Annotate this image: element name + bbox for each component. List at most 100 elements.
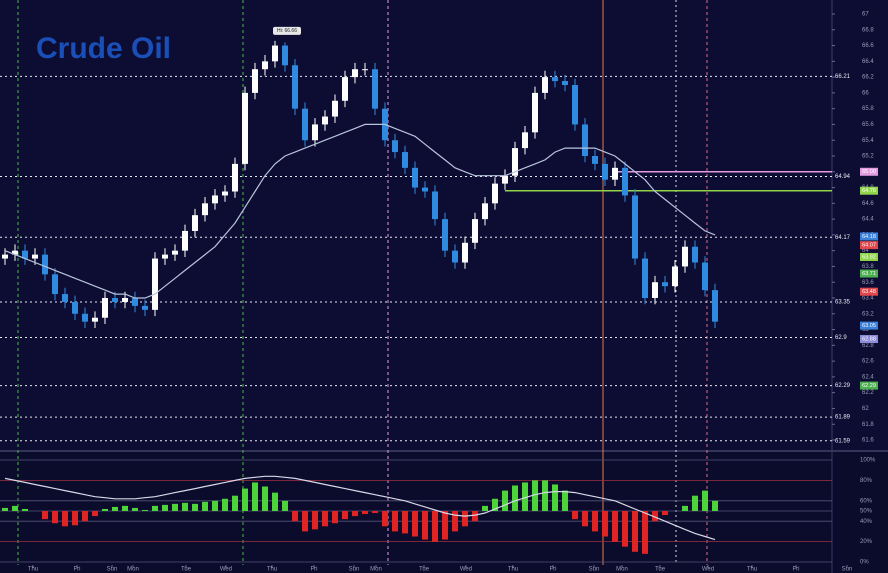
- histogram-bar: [262, 486, 268, 511]
- histogram-bar: [702, 490, 708, 511]
- candle-body: [532, 92, 538, 133]
- histogram-bar: [12, 505, 18, 511]
- x-tick-label: Thu: [28, 567, 38, 573]
- y-tick-label: 65.4: [862, 138, 874, 144]
- price-tag-label: 62.29: [862, 383, 876, 389]
- candle-body: [2, 254, 8, 259]
- histogram-bar: [82, 511, 88, 522]
- annotation: Hi: 66.66: [277, 28, 297, 34]
- y-tick-label: 62.2: [862, 390, 874, 396]
- histogram-bar: [282, 500, 288, 511]
- histogram-bar: [2, 507, 8, 511]
- candle-body: [82, 313, 88, 322]
- price-tag: [860, 252, 878, 261]
- candle-body: [502, 175, 508, 184]
- histogram-bar: [152, 505, 158, 511]
- y-tick-label: 63.4: [862, 296, 874, 302]
- y-tick-label: 66.8: [862, 27, 874, 33]
- histogram-bar: [362, 511, 368, 515]
- level-label: 64.17: [835, 235, 851, 241]
- y-tick-label: 62.8: [862, 343, 874, 349]
- level-label: 66.21: [835, 74, 851, 80]
- x-tick-label: Fri: [550, 567, 557, 573]
- candle-body: [562, 81, 568, 85]
- histogram-bar: [142, 509, 148, 511]
- histogram-bar: [252, 482, 258, 511]
- candle-body: [112, 298, 118, 302]
- histogram-bar: [572, 511, 578, 520]
- candle-body: [412, 167, 418, 188]
- candle-body: [652, 282, 658, 298]
- candle-body: [342, 77, 348, 101]
- histogram-bar: [242, 488, 248, 511]
- y-tick-label: 62: [862, 406, 869, 412]
- candle-body: [252, 69, 258, 93]
- x-tick-label: Fri: [74, 567, 81, 573]
- price-tag: [860, 269, 878, 278]
- candle-body: [512, 148, 518, 176]
- annotation-box: [273, 26, 301, 35]
- price-tag: [860, 335, 878, 344]
- level-label: 61.89: [835, 415, 851, 421]
- candle-body: [22, 250, 28, 259]
- y-tick-label: 64.6: [862, 201, 874, 207]
- histogram-bar: [462, 511, 468, 527]
- histogram-bar: [432, 511, 438, 542]
- histogram-bar: [42, 511, 48, 520]
- y-tick-label: 61.8: [862, 422, 874, 428]
- histogram-bar: [402, 511, 408, 534]
- histogram-bar: [532, 480, 538, 511]
- y-tick-label: 65.6: [862, 122, 874, 128]
- x-tick-label: Mon: [370, 567, 382, 573]
- candle-body: [542, 77, 548, 93]
- histogram-bar: [412, 511, 418, 537]
- candle-body: [222, 191, 228, 196]
- y-tick-label: 80%: [860, 478, 873, 484]
- candle-body: [42, 254, 48, 275]
- histogram-bar: [292, 511, 298, 522]
- candle-body: [232, 163, 238, 192]
- candle-body: [482, 203, 488, 220]
- chart-title: Crude Oil: [36, 32, 171, 65]
- histogram-bar: [132, 507, 138, 511]
- y-tick-label: 65.8: [862, 106, 874, 112]
- histogram-bar: [652, 511, 658, 522]
- histogram-bar: [472, 511, 478, 522]
- histogram-bar: [302, 511, 308, 532]
- candle-body: [462, 242, 468, 263]
- y-tick-label: 63.8: [862, 264, 874, 270]
- x-tick-label: Thu: [267, 567, 277, 573]
- histogram-bar: [542, 480, 548, 511]
- candle-body: [602, 163, 608, 180]
- histogram-bar: [612, 511, 618, 542]
- price-tag-label: 64.76: [862, 188, 876, 194]
- histogram-bar: [162, 504, 168, 511]
- candle-body: [402, 152, 408, 168]
- x-tick-label: Sun: [107, 567, 118, 573]
- candle-body: [702, 262, 708, 291]
- candle-body: [492, 183, 498, 204]
- candle-body: [102, 298, 108, 318]
- histogram-bar: [72, 511, 78, 526]
- y-tick-label: 62.6: [862, 359, 874, 365]
- histogram-bar: [322, 511, 328, 527]
- candle-body: [362, 69, 368, 71]
- histogram-bar: [92, 511, 98, 517]
- y-tick-label: 60%: [860, 498, 873, 504]
- candle-body: [72, 301, 78, 314]
- histogram-bar: [112, 506, 118, 511]
- price-tag: [860, 321, 878, 330]
- candle-body: [242, 92, 248, 164]
- candle-body: [392, 140, 398, 153]
- x-tick-label: Mon: [616, 567, 628, 573]
- candle-body: [612, 167, 618, 180]
- candle-body: [472, 219, 478, 243]
- histogram-bar: [232, 495, 238, 511]
- candle-body: [712, 290, 718, 322]
- candle-body: [332, 100, 338, 117]
- histogram-bar: [202, 501, 208, 511]
- price-tag-label: 65.00: [862, 169, 876, 175]
- candle-body: [582, 124, 588, 156]
- x-tick-label: Tue: [181, 567, 192, 573]
